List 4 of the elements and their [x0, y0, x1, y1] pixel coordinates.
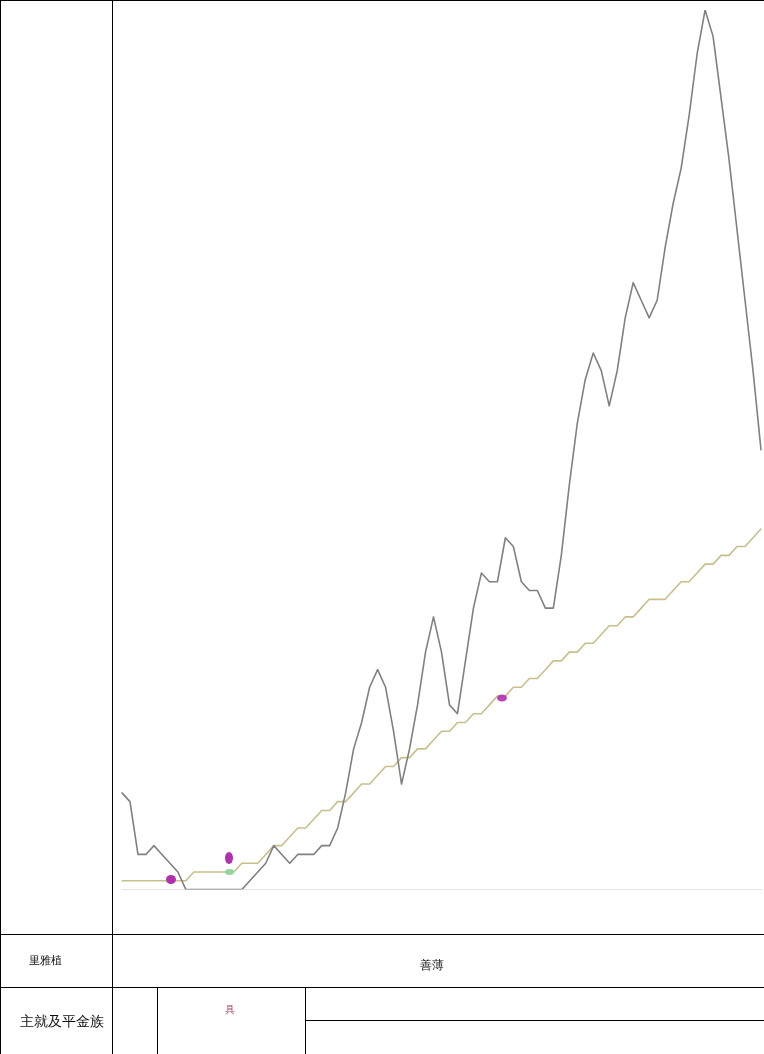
- text: 里雅植: [29, 953, 62, 968]
- text: 具: [225, 1003, 235, 1017]
- text: 主就及平金族: [20, 1013, 104, 1031]
- text: 善薄: [420, 957, 444, 974]
